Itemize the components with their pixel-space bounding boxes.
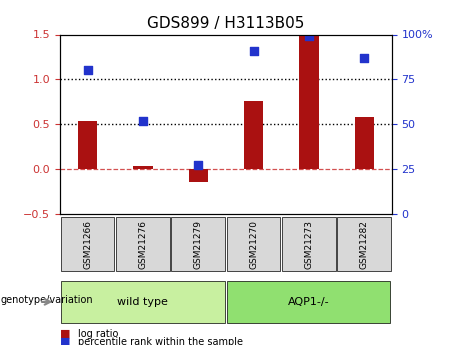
Bar	[227, 217, 280, 271]
Bar	[133, 166, 153, 169]
Text: log ratio: log ratio	[78, 329, 119, 338]
Text: genotype/variation: genotype/variation	[1, 295, 94, 305]
Bar	[244, 101, 263, 169]
Bar	[189, 169, 208, 181]
Bar	[171, 217, 225, 271]
Text: GSM21279: GSM21279	[194, 219, 203, 269]
Text: GSM21276: GSM21276	[138, 219, 148, 269]
Bar	[355, 117, 374, 169]
Point	[305, 33, 313, 39]
Text: GSM21266: GSM21266	[83, 219, 92, 269]
Point	[250, 48, 257, 53]
Bar	[337, 217, 391, 271]
Text: AQP1-/-: AQP1-/-	[288, 297, 330, 307]
Text: wild type: wild type	[118, 297, 168, 307]
Bar	[282, 217, 336, 271]
Bar	[61, 217, 114, 271]
Point	[195, 163, 202, 168]
Text: GSM21282: GSM21282	[360, 220, 369, 268]
Bar	[227, 281, 390, 323]
Point	[139, 118, 147, 124]
Text: GSM21270: GSM21270	[249, 219, 258, 269]
Bar	[61, 281, 225, 323]
Point	[84, 68, 91, 73]
Text: percentile rank within the sample: percentile rank within the sample	[78, 337, 243, 345]
Text: ■: ■	[60, 337, 71, 345]
Bar	[78, 121, 97, 169]
Point	[361, 55, 368, 61]
Text: GSM21273: GSM21273	[304, 219, 313, 269]
Bar	[299, 36, 319, 169]
Title: GDS899 / H3113B05: GDS899 / H3113B05	[147, 16, 305, 31]
Bar	[116, 217, 170, 271]
Text: ■: ■	[60, 329, 71, 338]
